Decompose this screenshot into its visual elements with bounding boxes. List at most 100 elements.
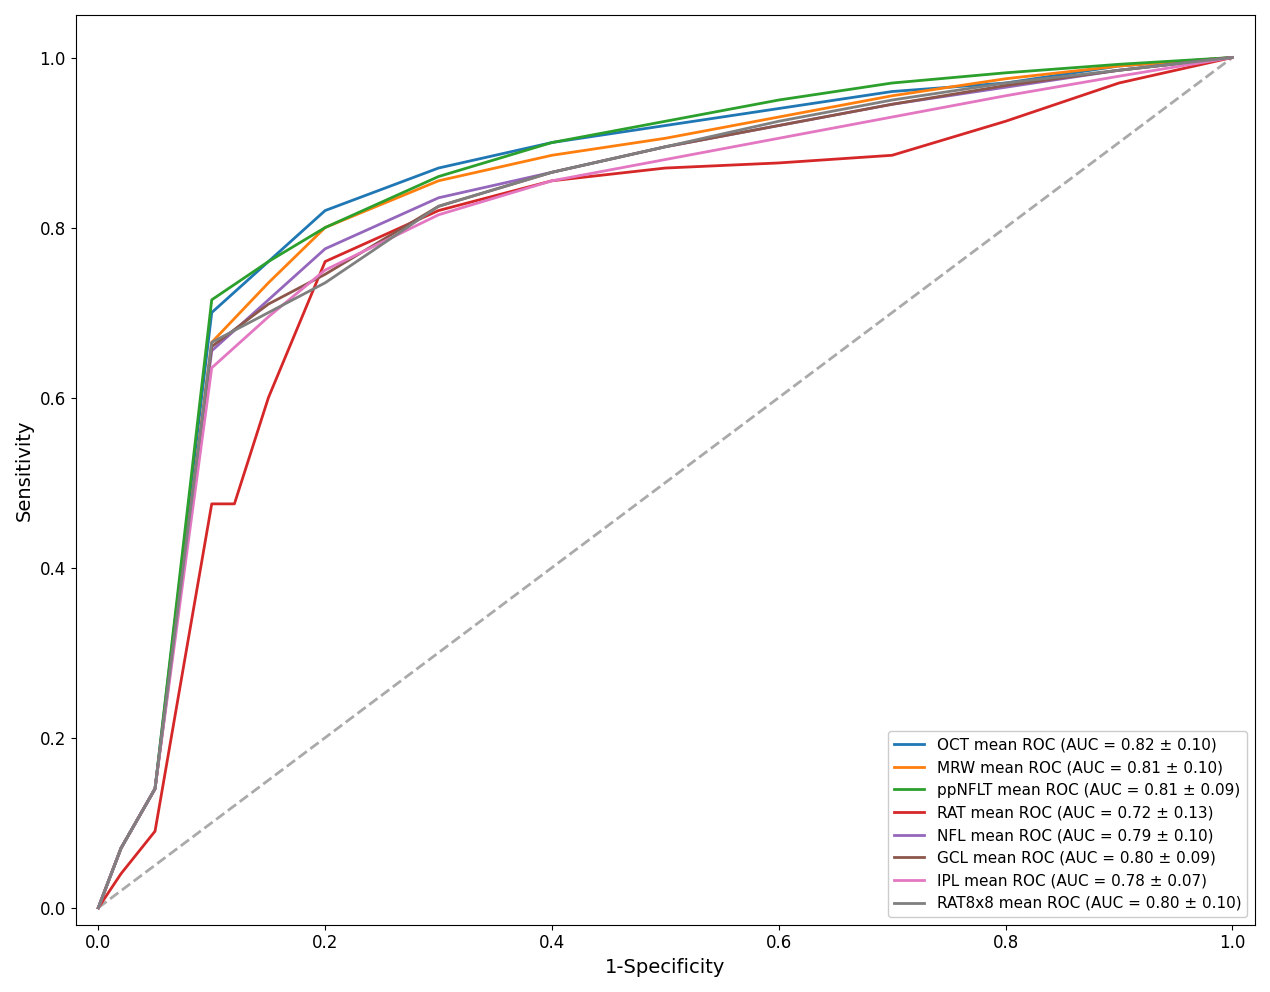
RAT mean ROC (AUC = 0.72 ± 0.13): [90, 902, 105, 914]
ppNFLT mean ROC (AUC = 0.81 ± 0.09): [884, 77, 899, 89]
OCT mean ROC (AUC = 0.82 ± 0.10): [90, 902, 105, 914]
Line: IPL mean ROC (AUC = 0.78 ± 0.07): IPL mean ROC (AUC = 0.78 ± 0.07): [98, 58, 1232, 908]
IPL mean ROC (AUC = 0.78 ± 0.07): [90, 902, 105, 914]
GCL mean ROC (AUC = 0.80 ± 0.09): [260, 299, 276, 310]
GCL mean ROC (AUC = 0.80 ± 0.09): [545, 167, 560, 179]
Y-axis label: Sensitivity: Sensitivity: [15, 419, 34, 521]
IPL mean ROC (AUC = 0.78 ± 0.07): [318, 264, 333, 276]
RAT mean ROC (AUC = 0.72 ± 0.13): [1224, 52, 1240, 63]
MRW mean ROC (AUC = 0.81 ± 0.10): [658, 132, 673, 144]
Line: ppNFLT mean ROC (AUC = 0.81 ± 0.09): ppNFLT mean ROC (AUC = 0.81 ± 0.09): [98, 58, 1232, 908]
OCT mean ROC (AUC = 0.82 ± 0.10): [147, 783, 163, 795]
OCT mean ROC (AUC = 0.82 ± 0.10): [318, 204, 333, 216]
RAT8x8 mean ROC (AUC = 0.80 ± 0.10): [771, 115, 786, 127]
MRW mean ROC (AUC = 0.81 ± 0.10): [204, 336, 220, 348]
RAT8x8 mean ROC (AUC = 0.80 ± 0.10): [884, 94, 899, 106]
NFL mean ROC (AUC = 0.79 ± 0.10): [260, 294, 276, 306]
ppNFLT mean ROC (AUC = 0.81 ± 0.09): [90, 902, 105, 914]
RAT mean ROC (AUC = 0.72 ± 0.13): [147, 825, 163, 837]
IPL mean ROC (AUC = 0.78 ± 0.07): [204, 362, 220, 374]
MRW mean ROC (AUC = 0.81 ± 0.10): [998, 72, 1013, 84]
Line: RAT8x8 mean ROC (AUC = 0.80 ± 0.10): RAT8x8 mean ROC (AUC = 0.80 ± 0.10): [98, 58, 1232, 908]
RAT8x8 mean ROC (AUC = 0.80 ± 0.10): [998, 77, 1013, 89]
NFL mean ROC (AUC = 0.79 ± 0.10): [998, 81, 1013, 93]
GCL mean ROC (AUC = 0.80 ± 0.09): [1224, 52, 1240, 63]
RAT8x8 mean ROC (AUC = 0.80 ± 0.10): [318, 277, 333, 289]
GCL mean ROC (AUC = 0.80 ± 0.09): [884, 98, 899, 110]
ppNFLT mean ROC (AUC = 0.81 ± 0.09): [113, 842, 128, 854]
MRW mean ROC (AUC = 0.81 ± 0.10): [90, 902, 105, 914]
Line: GCL mean ROC (AUC = 0.80 ± 0.09): GCL mean ROC (AUC = 0.80 ± 0.09): [98, 58, 1232, 908]
ppNFLT mean ROC (AUC = 0.81 ± 0.09): [260, 256, 276, 268]
RAT8x8 mean ROC (AUC = 0.80 ± 0.10): [658, 141, 673, 153]
MRW mean ROC (AUC = 0.81 ± 0.10): [260, 277, 276, 289]
RAT8x8 mean ROC (AUC = 0.80 ± 0.10): [90, 902, 105, 914]
GCL mean ROC (AUC = 0.80 ± 0.09): [998, 79, 1013, 91]
OCT mean ROC (AUC = 0.82 ± 0.10): [884, 85, 899, 97]
NFL mean ROC (AUC = 0.79 ± 0.10): [884, 98, 899, 110]
MRW mean ROC (AUC = 0.81 ± 0.10): [318, 221, 333, 233]
GCL mean ROC (AUC = 0.80 ± 0.09): [318, 269, 333, 281]
X-axis label: 1-Specificity: 1-Specificity: [605, 958, 725, 977]
OCT mean ROC (AUC = 0.82 ± 0.10): [1224, 52, 1240, 63]
IPL mean ROC (AUC = 0.78 ± 0.07): [658, 154, 673, 166]
IPL mean ROC (AUC = 0.78 ± 0.07): [147, 783, 163, 795]
OCT mean ROC (AUC = 0.82 ± 0.10): [545, 137, 560, 149]
IPL mean ROC (AUC = 0.78 ± 0.07): [998, 90, 1013, 102]
Line: NFL mean ROC (AUC = 0.79 ± 0.10): NFL mean ROC (AUC = 0.79 ± 0.10): [98, 58, 1232, 908]
RAT mean ROC (AUC = 0.72 ± 0.13): [113, 868, 128, 880]
RAT8x8 mean ROC (AUC = 0.80 ± 0.10): [204, 336, 220, 348]
OCT mean ROC (AUC = 0.82 ± 0.10): [1111, 61, 1126, 72]
RAT mean ROC (AUC = 0.72 ± 0.13): [545, 175, 560, 186]
IPL mean ROC (AUC = 0.78 ± 0.07): [260, 310, 276, 322]
MRW mean ROC (AUC = 0.81 ± 0.10): [147, 783, 163, 795]
NFL mean ROC (AUC = 0.79 ± 0.10): [147, 783, 163, 795]
NFL mean ROC (AUC = 0.79 ± 0.10): [771, 120, 786, 132]
MRW mean ROC (AUC = 0.81 ± 0.10): [1224, 52, 1240, 63]
NFL mean ROC (AUC = 0.79 ± 0.10): [113, 842, 128, 854]
RAT mean ROC (AUC = 0.72 ± 0.13): [431, 204, 446, 216]
ppNFLT mean ROC (AUC = 0.81 ± 0.09): [204, 294, 220, 306]
OCT mean ROC (AUC = 0.82 ± 0.10): [771, 102, 786, 114]
RAT mean ROC (AUC = 0.72 ± 0.13): [260, 392, 276, 404]
IPL mean ROC (AUC = 0.78 ± 0.07): [1111, 70, 1126, 82]
GCL mean ROC (AUC = 0.80 ± 0.09): [147, 783, 163, 795]
MRW mean ROC (AUC = 0.81 ± 0.10): [771, 111, 786, 123]
GCL mean ROC (AUC = 0.80 ± 0.09): [90, 902, 105, 914]
RAT8x8 mean ROC (AUC = 0.80 ± 0.10): [1224, 52, 1240, 63]
IPL mean ROC (AUC = 0.78 ± 0.07): [1224, 52, 1240, 63]
OCT mean ROC (AUC = 0.82 ± 0.10): [431, 162, 446, 174]
IPL mean ROC (AUC = 0.78 ± 0.07): [545, 175, 560, 186]
NFL mean ROC (AUC = 0.79 ± 0.10): [1224, 52, 1240, 63]
IPL mean ROC (AUC = 0.78 ± 0.07): [431, 209, 446, 221]
IPL mean ROC (AUC = 0.78 ± 0.07): [884, 111, 899, 123]
ppNFLT mean ROC (AUC = 0.81 ± 0.09): [147, 783, 163, 795]
ppNFLT mean ROC (AUC = 0.81 ± 0.09): [1224, 52, 1240, 63]
Line: MRW mean ROC (AUC = 0.81 ± 0.10): MRW mean ROC (AUC = 0.81 ± 0.10): [98, 58, 1232, 908]
RAT8x8 mean ROC (AUC = 0.80 ± 0.10): [1111, 64, 1126, 76]
RAT mean ROC (AUC = 0.72 ± 0.13): [1111, 77, 1126, 89]
GCL mean ROC (AUC = 0.80 ± 0.09): [658, 141, 673, 153]
RAT8x8 mean ROC (AUC = 0.80 ± 0.10): [260, 307, 276, 318]
RAT mean ROC (AUC = 0.72 ± 0.13): [658, 162, 673, 174]
NFL mean ROC (AUC = 0.79 ± 0.10): [431, 191, 446, 203]
RAT mean ROC (AUC = 0.72 ± 0.13): [771, 157, 786, 169]
Legend: OCT mean ROC (AUC = 0.82 ± 0.10), MRW mean ROC (AUC = 0.81 ± 0.10), ppNFLT mean : OCT mean ROC (AUC = 0.82 ± 0.10), MRW me…: [888, 731, 1247, 917]
MRW mean ROC (AUC = 0.81 ± 0.10): [1111, 61, 1126, 72]
OCT mean ROC (AUC = 0.82 ± 0.10): [658, 120, 673, 132]
ppNFLT mean ROC (AUC = 0.81 ± 0.09): [658, 115, 673, 127]
RAT8x8 mean ROC (AUC = 0.80 ± 0.10): [113, 842, 128, 854]
NFL mean ROC (AUC = 0.79 ± 0.10): [1111, 64, 1126, 76]
NFL mean ROC (AUC = 0.79 ± 0.10): [658, 141, 673, 153]
NFL mean ROC (AUC = 0.79 ± 0.10): [318, 243, 333, 255]
GCL mean ROC (AUC = 0.80 ± 0.09): [771, 120, 786, 132]
OCT mean ROC (AUC = 0.82 ± 0.10): [204, 307, 220, 318]
NFL mean ROC (AUC = 0.79 ± 0.10): [90, 902, 105, 914]
GCL mean ROC (AUC = 0.80 ± 0.09): [204, 340, 220, 352]
ppNFLT mean ROC (AUC = 0.81 ± 0.09): [545, 137, 560, 149]
ppNFLT mean ROC (AUC = 0.81 ± 0.09): [431, 171, 446, 183]
RAT mean ROC (AUC = 0.72 ± 0.13): [204, 498, 220, 510]
NFL mean ROC (AUC = 0.79 ± 0.10): [545, 167, 560, 179]
OCT mean ROC (AUC = 0.82 ± 0.10): [113, 842, 128, 854]
IPL mean ROC (AUC = 0.78 ± 0.07): [771, 132, 786, 144]
